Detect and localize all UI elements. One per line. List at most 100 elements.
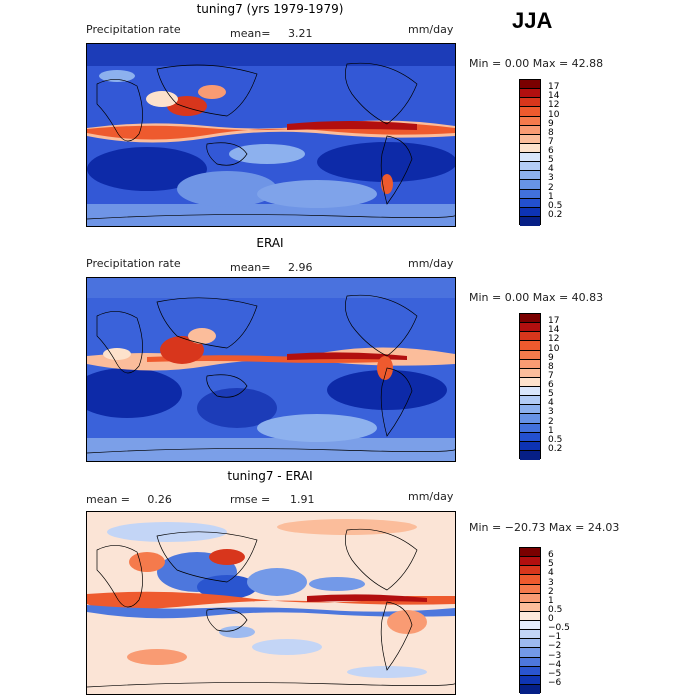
colorbar-tick-label: 12 bbox=[548, 334, 560, 345]
colorbar-tick-label: −5 bbox=[548, 668, 562, 679]
colorbar-tick-label: 12 bbox=[548, 100, 560, 111]
colorbar-cell bbox=[520, 198, 540, 208]
panel3-map-graphic bbox=[87, 512, 455, 694]
colorbar-tick-label: 3 bbox=[548, 407, 554, 418]
panel2-min-max: Min = 0.00 Max = 40.83 bbox=[469, 291, 604, 304]
panel3-units: mm/day bbox=[408, 490, 454, 503]
colorbar-cell bbox=[520, 548, 540, 558]
panel3-rmse-label: rmse = bbox=[230, 493, 271, 506]
colorbar-tick-label: −3 bbox=[548, 650, 562, 661]
colorbar-cell bbox=[520, 134, 540, 144]
colorbar-cell bbox=[520, 332, 540, 342]
colorbar-cell bbox=[520, 405, 540, 415]
panel3-title: tuning7 - ERAI bbox=[227, 469, 313, 483]
colorbar-tick-label: 4 bbox=[548, 398, 554, 409]
colorbar-tick-label: 7 bbox=[548, 136, 554, 147]
colorbar-cell bbox=[520, 189, 540, 199]
colorbar-tick-label: 7 bbox=[548, 370, 554, 381]
colorbar-tick-label: 1 bbox=[548, 595, 554, 606]
colorbar-cell bbox=[520, 557, 540, 567]
colorbar-tick-label: 8 bbox=[548, 361, 554, 372]
colorbar-cell bbox=[520, 450, 540, 460]
colorbar-cell bbox=[520, 162, 540, 172]
panel2-colorbar bbox=[519, 313, 541, 460]
colorbar-tick-label: 8 bbox=[548, 127, 554, 138]
colorbar-cell bbox=[520, 89, 540, 99]
panel2-mean-value: 2.96 bbox=[288, 261, 313, 274]
colorbar-tick-label: 1 bbox=[548, 425, 554, 436]
colorbar-cell bbox=[520, 666, 540, 676]
colorbar-cell bbox=[520, 314, 540, 324]
colorbar-cell bbox=[520, 107, 540, 117]
colorbar-cell bbox=[520, 441, 540, 451]
panel1-title: tuning7 (yrs 1979-1979) bbox=[196, 2, 344, 16]
panel2-units: mm/day bbox=[408, 257, 454, 270]
colorbar-tick-label: 4 bbox=[548, 568, 554, 579]
colorbar-cell bbox=[520, 80, 540, 90]
colorbar-tick-label: 17 bbox=[548, 316, 560, 327]
colorbar-tick-label: 5 bbox=[548, 155, 554, 166]
colorbar-tick-label: −4 bbox=[548, 659, 562, 670]
panel3-min-max: Min = −20.73 Max = 24.03 bbox=[469, 521, 620, 534]
colorbar-cell bbox=[520, 387, 540, 397]
panel2-field-label: Precipitation rate bbox=[86, 257, 181, 270]
colorbar-cell bbox=[520, 368, 540, 378]
colorbar-tick-label: 6 bbox=[548, 380, 554, 390]
colorbar-tick-label: 6 bbox=[548, 146, 554, 156]
panel1-colorbar bbox=[519, 79, 541, 226]
colorbar-tick-label: −6 bbox=[548, 677, 562, 688]
colorbar-cell bbox=[520, 350, 540, 360]
colorbar-tick-label: 5 bbox=[548, 389, 554, 400]
colorbar-cell bbox=[520, 377, 540, 387]
colorbar-tick-label: 6 bbox=[548, 550, 554, 561]
colorbar-cell bbox=[520, 584, 540, 594]
colorbar-tick-label: 0 bbox=[548, 614, 554, 624]
colorbar-tick-label: 0.2 bbox=[548, 443, 563, 454]
colorbar-tick-label: 17 bbox=[548, 82, 560, 93]
panel2-map-graphic bbox=[87, 278, 455, 461]
panel1-colorbar-ticks: 17 14 12 10 9 8 7 6 5 4 3 2 1 0.5 0.2 bbox=[548, 79, 588, 225]
panel3-map bbox=[86, 511, 456, 695]
colorbar-cell bbox=[520, 621, 540, 631]
colorbar-tick-label: 0.5 bbox=[548, 434, 563, 445]
colorbar-tick-label: 10 bbox=[548, 109, 560, 120]
colorbar-cell bbox=[520, 180, 540, 190]
panel1-mean-value: 3.21 bbox=[288, 27, 313, 40]
panel3-colorbar bbox=[519, 547, 541, 694]
panel2-colorbar-ticks: 17 14 12 10 9 8 7 6 5 4 3 2 1 0.5 0.2 bbox=[548, 313, 588, 459]
colorbar-cell bbox=[520, 611, 540, 621]
panel1-mean-label: mean= bbox=[230, 27, 271, 40]
colorbar-tick-label: 5 bbox=[548, 559, 554, 570]
colorbar-tick-label: 1 bbox=[548, 191, 554, 202]
colorbar-cell bbox=[520, 216, 540, 226]
colorbar-tick-label: 9 bbox=[548, 352, 554, 363]
colorbar-tick-label: 2 bbox=[548, 182, 554, 193]
colorbar-tick-label: 3 bbox=[548, 577, 554, 588]
colorbar-cell bbox=[520, 566, 540, 576]
colorbar-tick-label: −0.5 bbox=[548, 623, 570, 634]
panel1-map-graphic bbox=[87, 44, 455, 226]
colorbar-tick-label: 10 bbox=[548, 343, 560, 354]
panel2-mean-label: mean= bbox=[230, 261, 271, 274]
colorbar-cell bbox=[520, 414, 540, 424]
colorbar-cell bbox=[520, 125, 540, 135]
colorbar-cell bbox=[520, 675, 540, 685]
colorbar-tick-label: 3 bbox=[548, 173, 554, 184]
colorbar-cell bbox=[520, 432, 540, 442]
colorbar-cell bbox=[520, 423, 540, 433]
colorbar-cell bbox=[520, 143, 540, 153]
colorbar-cell bbox=[520, 648, 540, 658]
season-label: JJA bbox=[512, 8, 553, 33]
panel1-min-max: Min = 0.00 Max = 42.88 bbox=[469, 57, 604, 70]
panel2-title: ERAI bbox=[256, 236, 284, 250]
colorbar-cell bbox=[520, 341, 540, 351]
colorbar-tick-label: −1 bbox=[548, 632, 562, 643]
colorbar-tick-label: 2 bbox=[548, 416, 554, 427]
colorbar-tick-label: 2 bbox=[548, 586, 554, 597]
colorbar-tick-label: 0.5 bbox=[548, 604, 563, 615]
panel3-mean: mean = 0.26 bbox=[86, 493, 172, 506]
colorbar-cell bbox=[520, 630, 540, 640]
colorbar-cell bbox=[520, 171, 540, 181]
panel3-colorbar-ticks: 6 5 4 3 2 1 0.5 0 −0.5 −1 −2 −3 −4 −5 −6 bbox=[548, 547, 588, 693]
colorbar-cell bbox=[520, 639, 540, 649]
